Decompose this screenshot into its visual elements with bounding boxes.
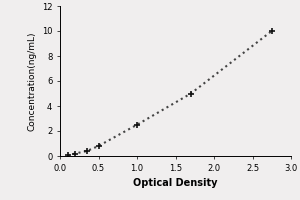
Point	[85, 149, 89, 153]
Point	[135, 123, 140, 126]
X-axis label: Optical Density: Optical Density	[133, 178, 218, 188]
Y-axis label: Concentration(ng/mL): Concentration(ng/mL)	[27, 31, 36, 131]
Point	[73, 152, 78, 155]
Point	[269, 29, 274, 33]
Point	[188, 92, 193, 95]
Point	[65, 154, 70, 157]
Point	[96, 144, 101, 148]
